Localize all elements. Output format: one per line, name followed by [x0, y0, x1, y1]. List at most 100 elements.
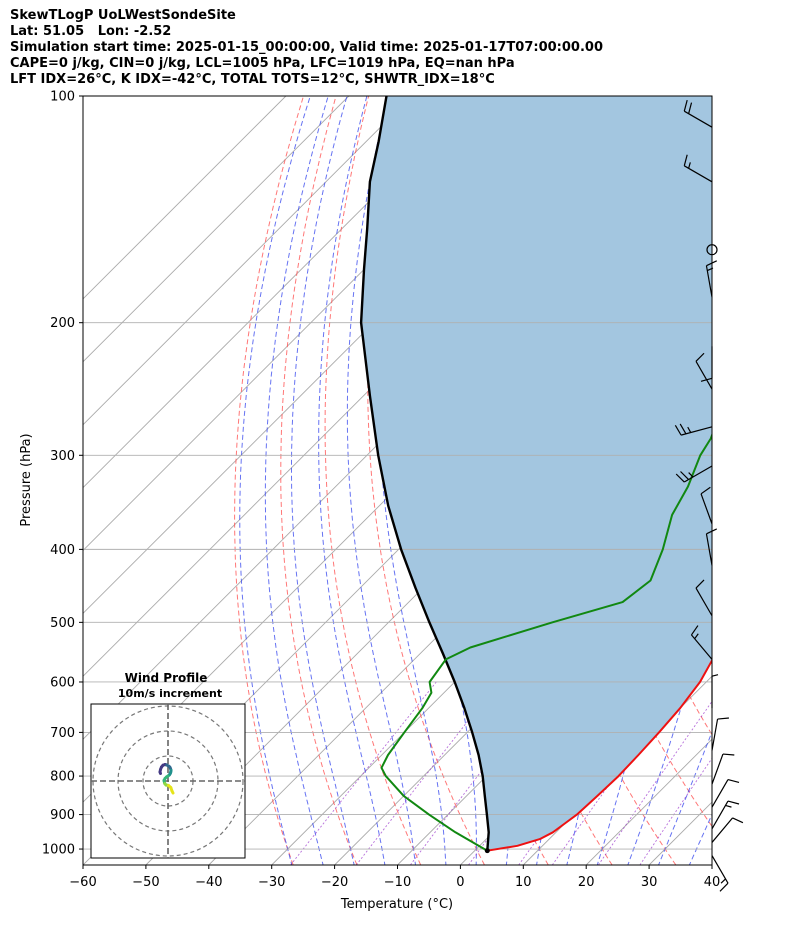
moist-adiabat-line [239, 96, 311, 865]
y-tick-label: 700 [50, 726, 75, 741]
barb-flag [690, 625, 699, 636]
barb-staff [683, 110, 713, 128]
y-axis-label: Pressure (hPa) [19, 433, 34, 526]
barb-staff [711, 855, 729, 884]
isotherm-line [83, 96, 413, 426]
barb-staff [711, 718, 719, 751]
hodograph [91, 704, 245, 858]
wind-barb [700, 486, 713, 525]
x-tick-label: −40 [195, 875, 222, 890]
dewpoint-line [380, 432, 712, 852]
calm-circle [706, 244, 718, 256]
parcel-profile-line [359, 96, 490, 851]
y-tick-label: 400 [50, 543, 75, 558]
hodograph-segment [170, 789, 175, 795]
y-tick-label: 300 [50, 449, 75, 464]
barb-staff [700, 493, 713, 525]
barb-flag [700, 486, 711, 495]
wind-profile-inset: Wind Profile 10m/s increment [90, 671, 246, 859]
mixing-ratio-line [639, 757, 712, 865]
barb-flag [695, 579, 705, 589]
dry-adiabat-line [367, 96, 485, 865]
inset-subtitle: 10m/s increment [118, 687, 222, 700]
wind-barb [683, 154, 713, 183]
barb-flag [727, 800, 740, 805]
wind-barb [705, 528, 718, 566]
barb-half-flag [694, 633, 699, 640]
dry-adiabat-line [324, 96, 422, 865]
moist-adiabat-line [720, 96, 794, 867]
barb-flag [683, 154, 688, 166]
barb-half-flag [711, 674, 719, 677]
barb-half-flag [688, 162, 691, 169]
wind-barb [695, 579, 713, 617]
x-tick-label: −10 [384, 875, 411, 890]
moist-adiabat-line [318, 96, 386, 865]
temperature-line [487, 658, 712, 852]
moist-adiabat-line [291, 96, 355, 865]
wind-barb [695, 352, 713, 390]
barb-half-flag [725, 804, 732, 808]
barb-flag [727, 778, 740, 784]
x-tick-label: −20 [321, 875, 348, 890]
barb-staff [690, 634, 713, 660]
moist-adiabat-line [657, 730, 712, 865]
wind-barb [711, 855, 729, 892]
y-tick-label: 200 [50, 316, 75, 331]
y-axis: 100 200 300 400 500 600 700 800 900 1000 [42, 90, 83, 858]
wind-barbs [674, 99, 744, 892]
x-axis-label: Temperature (°C) [340, 897, 453, 912]
barb-flag [679, 423, 687, 435]
moist-adiabat-line [264, 96, 329, 865]
y-tick-label: 600 [50, 675, 75, 690]
x-tick-label: 40 [704, 875, 721, 890]
wind-barb [705, 260, 718, 298]
wind-barb [711, 817, 744, 843]
x-axis: −60 −50 −40 −30 −20 −10 0 10 20 30 40 [69, 865, 720, 890]
cape-line: CAPE=0 j/kg, CIN=0 j/kg, LCL=1005 hPa, L… [10, 56, 515, 71]
wind-barb [711, 778, 740, 808]
time-line: Simulation start time: 2025-01-15_00:00:… [10, 40, 603, 55]
y-tick-label: 800 [50, 770, 75, 785]
wind-barb [711, 717, 729, 751]
barb-flag [680, 471, 690, 480]
dry-adiabat-line [280, 96, 358, 865]
moist-adiabat-line [627, 96, 712, 865]
barb-flag [695, 352, 705, 362]
dry-adiabat-line [234, 96, 304, 865]
y-tick-label: 1000 [42, 843, 75, 858]
barb-staff [680, 426, 713, 436]
cin-region [361, 96, 712, 851]
x-tick-label: 0 [456, 875, 464, 890]
surface-point [484, 848, 490, 854]
moist-adiabat-line [346, 96, 417, 865]
x-tick-label: −50 [132, 875, 159, 890]
barb-flag [706, 260, 718, 267]
barb-staff [695, 587, 713, 617]
barb-staff [683, 465, 713, 483]
wind-barb [711, 753, 735, 785]
wind-barb [690, 625, 713, 660]
barb-half-flag [720, 878, 726, 884]
barb-staff [711, 800, 729, 830]
mixing-ratio-line [290, 681, 437, 865]
isotherm-line [83, 96, 350, 363]
dry-adiabat-line [727, 96, 794, 865]
barb-staff [711, 779, 729, 808]
isotherm-line [775, 96, 794, 865]
chart-header: SkewTLogP UoLWestSondeSite Lat: 51.05 Lon… [10, 8, 603, 88]
barb-flag [719, 882, 729, 892]
location-line: Lat: 51.05 Lon: -2.52 [10, 24, 172, 39]
barb-staff [705, 533, 713, 566]
barb-half-flag [707, 267, 714, 272]
barb-flag [675, 473, 685, 483]
wind-barb [674, 423, 713, 436]
barb-staff [683, 165, 713, 183]
isotherm-line [711, 864, 712, 865]
x-tick-label: −60 [69, 875, 96, 890]
x-tick-label: 30 [641, 875, 658, 890]
barb-flag [706, 528, 718, 535]
barb-flag [717, 717, 729, 720]
barb-flag [732, 817, 744, 824]
x-tick-label: 20 [578, 875, 595, 890]
